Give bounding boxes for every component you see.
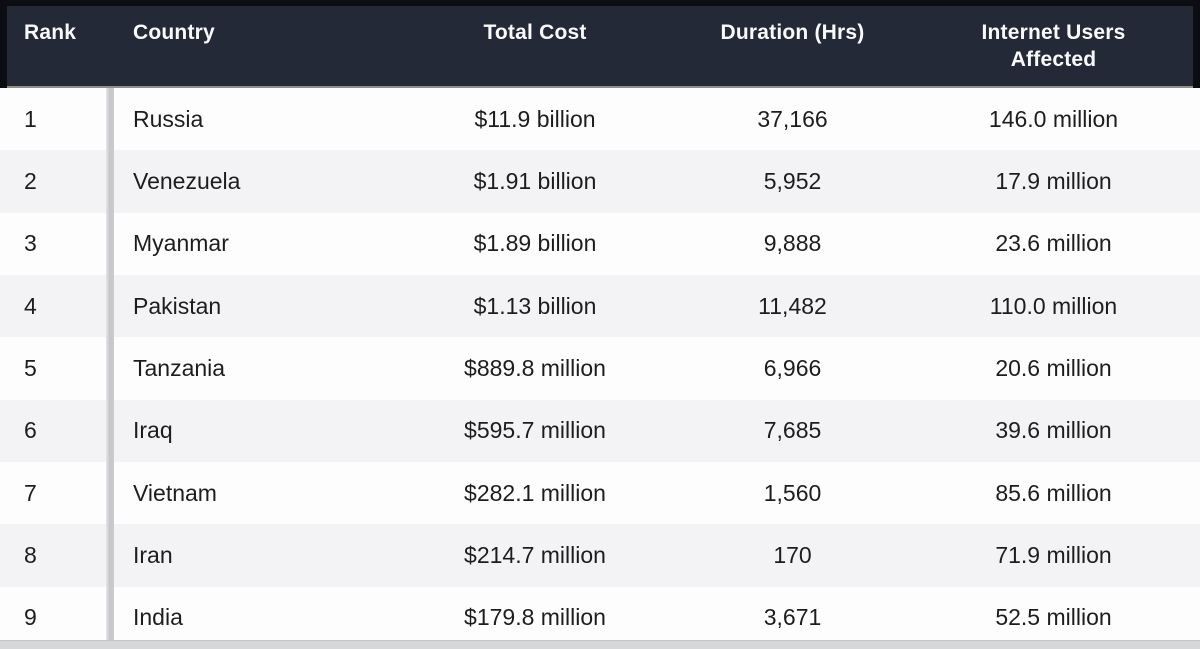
- total-cost-cell: $11.9 billion: [474, 105, 596, 132]
- total-cost-cell: $282.1 million: [464, 479, 606, 506]
- users-affected-cell: 23.6 million: [995, 230, 1112, 257]
- country-cell: Pakistan: [133, 292, 222, 319]
- users-affected-cell: 146.0 million: [988, 105, 1119, 132]
- table-header-row: Rank Country Total Cost Duration (Hrs) I…: [0, 0, 1200, 88]
- rank-cell: 5: [24, 354, 37, 381]
- country-cell: India: [133, 604, 183, 631]
- table-row: 9 India $179.8 million 3,671 52.5 millio…: [0, 586, 1200, 649]
- column-header-users-affected: Internet Users Affected: [935, 19, 1200, 74]
- table-header-panel: [7, 6, 1193, 88]
- table-row: 3 Myanmar $1.89 billion 9,888 23.6 milli…: [0, 212, 1200, 275]
- rank-cell: 3: [24, 230, 37, 257]
- duration-cell: 5,952: [763, 167, 822, 194]
- total-cost-cell: $595.7 million: [464, 417, 606, 444]
- country-cell: Iran: [133, 541, 173, 568]
- duration-cell: 11,482: [758, 292, 827, 319]
- country-cell: Tanzania: [133, 354, 226, 381]
- total-cost-cell: $1.13 billion: [473, 292, 597, 319]
- table-row: 2 Venezuela $1.91 billion 5,952 17.9 mil…: [0, 150, 1200, 213]
- users-affected-cell: 20.6 million: [995, 354, 1112, 381]
- column-header-rank: Rank: [24, 21, 77, 44]
- duration-cell: 170: [773, 541, 812, 568]
- table-row: 7 Vietnam $282.1 million 1,560 85.6 mill…: [0, 461, 1200, 525]
- rank-cell: 6: [24, 417, 37, 444]
- duration-cell: 6,966: [763, 354, 822, 381]
- rank-cell: 4: [24, 292, 37, 319]
- column-header-duration: Duration (Hrs): [720, 21, 865, 44]
- bottom-edge-band: [0, 640, 1200, 649]
- table-body: 1 Russia $11.9 billion 37,166 146.0 mill…: [0, 88, 1200, 649]
- users-affected-cell: 17.9 million: [995, 167, 1112, 194]
- column-header-users-affected-label: Internet Users Affected: [981, 21, 1126, 72]
- duration-cell: 9,888: [763, 230, 822, 257]
- rank-column-divider: [106, 88, 114, 649]
- total-cost-cell: $214.7 million: [464, 541, 606, 568]
- total-cost-cell: $179.8 million: [464, 604, 606, 631]
- users-affected-cell: 39.6 million: [995, 417, 1112, 444]
- column-header-total-cost: Total Cost: [483, 21, 587, 44]
- rank-cell: 7: [24, 479, 37, 506]
- duration-cell: 1,560: [763, 479, 822, 506]
- rank-cell: 2: [24, 167, 37, 194]
- duration-cell: 7,685: [763, 417, 822, 444]
- country-cell: Venezuela: [133, 167, 241, 194]
- table-header: Rank Country Total Cost Duration (Hrs) I…: [0, 0, 1200, 88]
- table-row: 8 Iran $214.7 million 170 71.9 million: [0, 524, 1200, 587]
- users-affected-cell: 110.0 million: [989, 292, 1118, 319]
- table-row: 4 Pakistan $1.13 billion 11,482 110.0 mi…: [0, 274, 1200, 338]
- column-header-country: Country: [133, 21, 215, 44]
- country-cell: Myanmar: [133, 230, 229, 257]
- users-affected-cell: 52.5 million: [995, 604, 1112, 631]
- total-cost-cell: $1.91 billion: [473, 167, 597, 194]
- duration-cell: 3,671: [763, 604, 822, 631]
- rank-cell: 1: [24, 105, 37, 132]
- duration-cell: 37,166: [757, 105, 828, 132]
- rank-cell: 9: [24, 604, 37, 631]
- table-row: 6 Iraq $595.7 million 7,685 39.6 million: [0, 399, 1200, 462]
- country-cell: Iraq: [133, 417, 173, 444]
- users-affected-cell: 85.6 million: [995, 479, 1112, 506]
- country-cell: Russia: [133, 105, 204, 132]
- users-affected-cell: 71.9 million: [995, 541, 1112, 568]
- total-cost-cell: $889.8 million: [464, 354, 606, 381]
- rank-cell: 8: [24, 541, 37, 568]
- country-cell: Vietnam: [133, 479, 217, 506]
- total-cost-cell: $1.89 billion: [473, 230, 597, 257]
- table-row: 5 Tanzania $889.8 million 6,966 20.6 mil…: [0, 337, 1200, 400]
- table-row: 1 Russia $11.9 billion 37,166 146.0 mill…: [0, 88, 1200, 151]
